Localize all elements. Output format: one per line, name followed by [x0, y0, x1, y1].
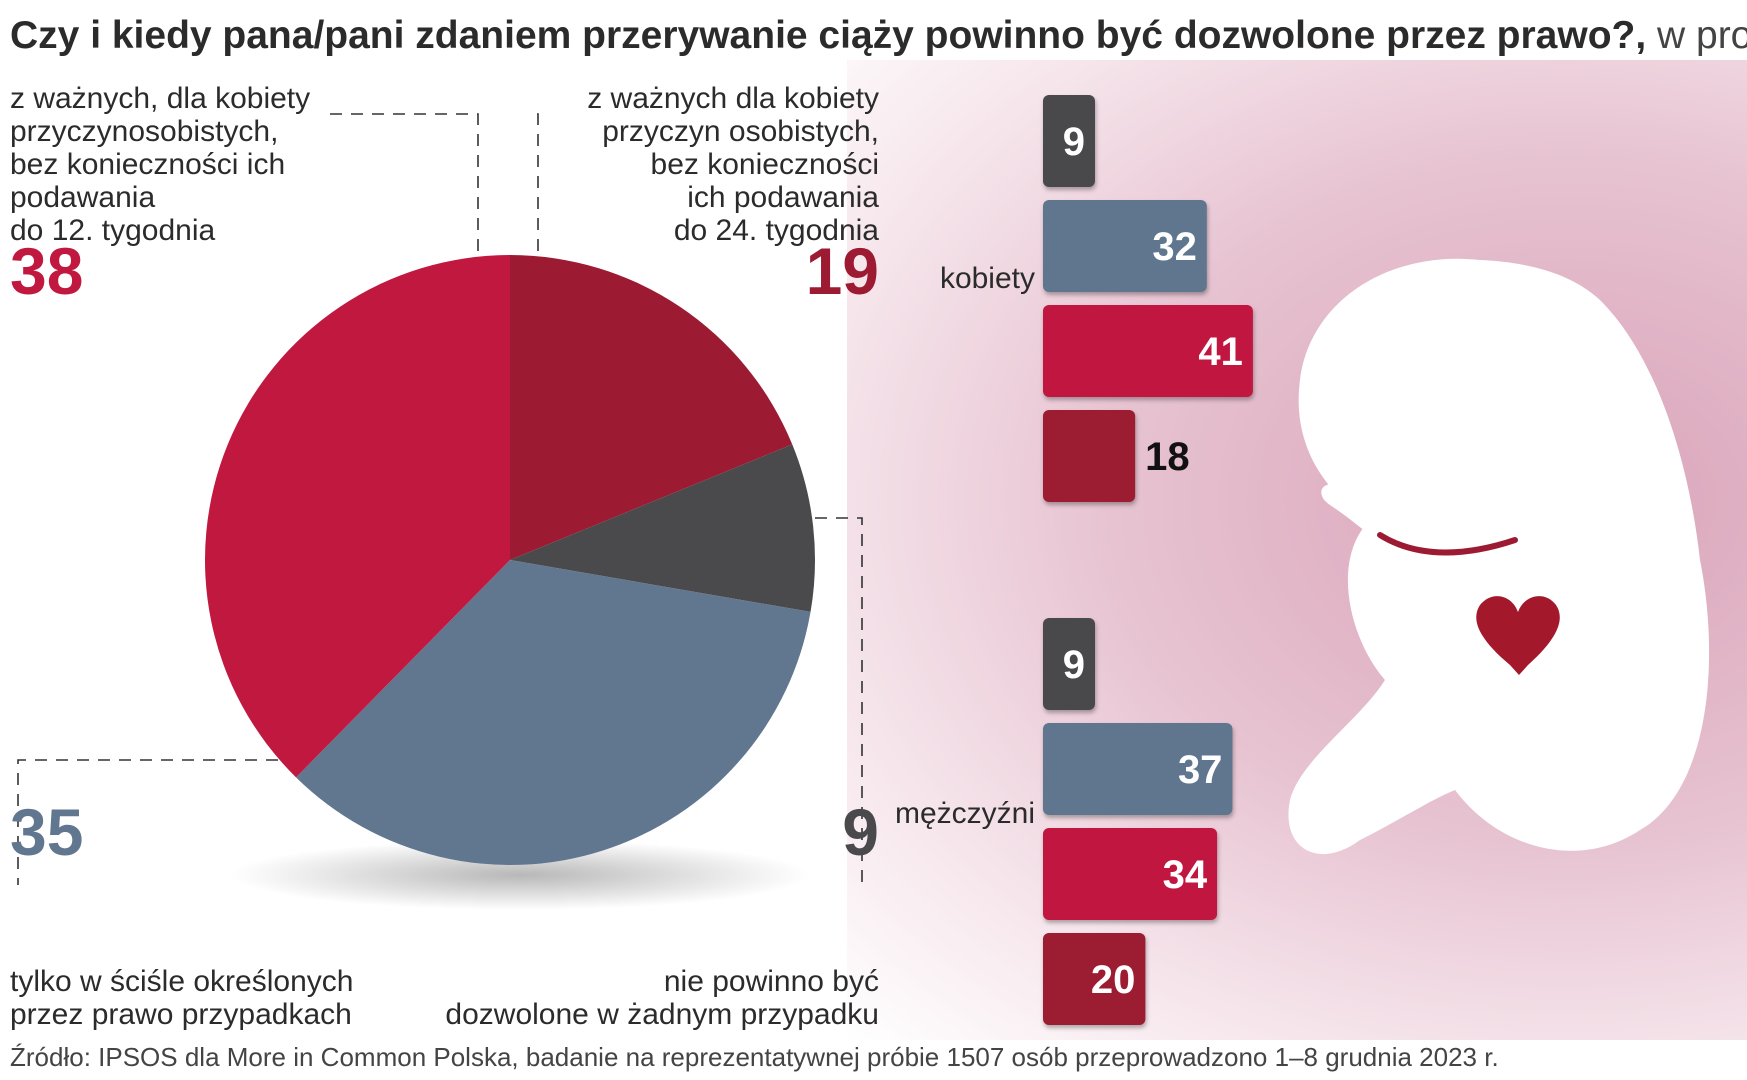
bar-label-1-blue: 37	[1178, 748, 1223, 792]
bar-1-dark	[1043, 618, 1095, 710]
leader-darkred	[537, 113, 539, 252]
bar-label-0-blue: 32	[1152, 225, 1197, 269]
leader-dark	[815, 517, 863, 885]
bar-0-darkred	[1043, 410, 1136, 502]
leader-red	[330, 113, 479, 252]
caption-slice-dark: nie powinno być dozwolone w żadnym przyp…	[445, 965, 879, 1031]
pie-shadow	[230, 840, 810, 910]
pie-slice-red	[205, 255, 510, 778]
fetus-illustration	[1288, 258, 1710, 855]
value-slice-dark: 9	[842, 795, 879, 869]
bar-label-0-dark: 9	[1063, 120, 1085, 164]
group-label-mezczyzni: mężczyźni	[894, 797, 1035, 830]
pie-slice-blue	[296, 560, 811, 865]
bar-chart: 9 32 41 18 9 37 34 20	[1043, 95, 1253, 1025]
bar-label-0-darkred: 18	[1145, 435, 1190, 479]
caption-slice-darkred: z ważnych dla kobiety przyczyn osobistyc…	[587, 82, 879, 247]
bar-1-darkred	[1043, 933, 1146, 1025]
bar-label-0-red: 41	[1198, 330, 1243, 374]
bar-1-red	[1043, 828, 1218, 920]
bar-label-1-darkred: 20	[1091, 958, 1136, 1002]
value-slice-blue: 35	[10, 795, 84, 869]
title-unit: w proc.	[1657, 14, 1747, 57]
bar-0-dark	[1043, 95, 1095, 187]
leader-lines	[17, 113, 863, 885]
pie-slice-darkred	[510, 255, 793, 560]
value-slice-red: 38	[10, 234, 84, 308]
bar-label-1-red: 34	[1163, 853, 1208, 897]
group-label-kobiety: kobiety	[939, 262, 1035, 295]
caption-slice-blue: tylko w ściśle określonych przez prawo p…	[10, 965, 354, 1031]
bar-0-red	[1043, 305, 1253, 397]
caption-slice-red: z ważnych, dla kobiety przyczynosobistyc…	[10, 82, 311, 247]
value-slice-darkred: 19	[805, 234, 879, 308]
bar-1-blue	[1043, 723, 1233, 815]
pie-chart	[205, 255, 816, 865]
leader-blue	[17, 759, 278, 885]
chart-title: Czy i kiedy pana/pani zdaniem przerywani…	[10, 14, 1747, 58]
bar-0-blue	[1043, 200, 1207, 292]
bar-label-1-dark: 9	[1063, 643, 1085, 687]
pie-slice-dark	[510, 444, 816, 612]
source-note: Źródło: IPSOS dla More in Common Polska,…	[10, 1042, 1499, 1072]
